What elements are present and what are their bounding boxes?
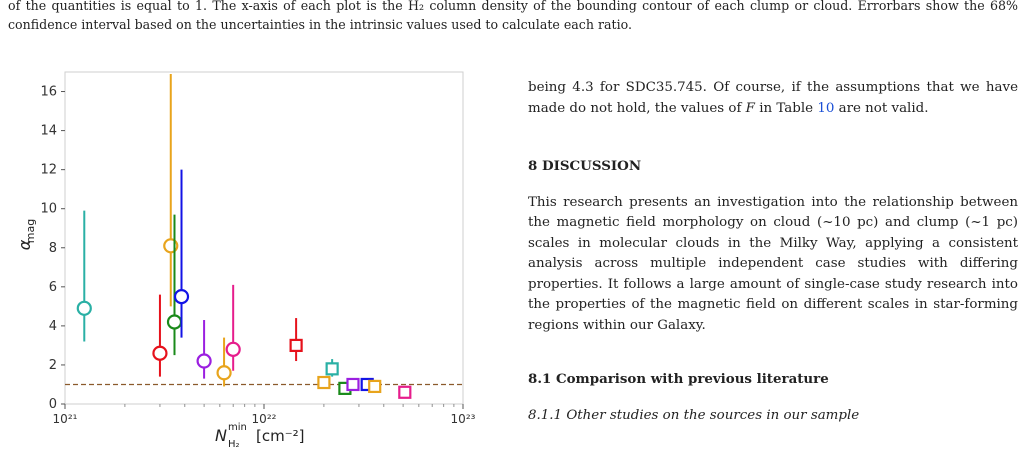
x-axis-label: N min H₂ [cm⁻²] xyxy=(215,422,305,450)
y-tick-label: 12 xyxy=(40,163,57,178)
alpha-mag-plot: 0 2 4 6 8 10 12 14 16 10²¹ 10²² 10²³ α mag N min H… xyxy=(0,48,500,456)
subsection-heading: 8.1 Comparison with previous literature xyxy=(528,371,829,387)
x-label-units: [cm⁻²] xyxy=(256,427,305,445)
cloud-point xyxy=(173,288,190,305)
y-tick-label: 2 xyxy=(49,358,57,373)
clump-point xyxy=(398,385,412,399)
cloud-point xyxy=(216,365,232,381)
scatter-chart: 0 2 4 6 8 10 12 14 16 10²¹ 10²² 10²³ α mag N min H… xyxy=(15,71,476,450)
x-label-n: N xyxy=(215,426,227,445)
x-label-sub: H₂ xyxy=(228,439,240,450)
table-ref-link[interactable]: 10 xyxy=(817,100,835,116)
subsubsection-heading: 8.1.1 Other studies on the sources in ou… xyxy=(528,407,860,423)
y-tick-label: 16 xyxy=(40,85,57,100)
plot-frame xyxy=(64,71,464,405)
cloud-point xyxy=(225,341,241,357)
y-tick-label: 0 xyxy=(49,397,57,412)
clump-point xyxy=(317,375,331,390)
paragraph-2: This research presents an investigation … xyxy=(528,194,1018,333)
clump-point xyxy=(346,377,360,392)
cloud-point xyxy=(196,353,212,369)
y-tick-label: 10 xyxy=(40,202,57,217)
x-label-sup: min xyxy=(228,422,247,433)
x-tick-label: 10²³ xyxy=(451,412,476,426)
x-tick-label: 10²² xyxy=(252,412,277,426)
clump-point xyxy=(368,379,382,394)
cloud-point xyxy=(152,345,168,361)
cloud-point xyxy=(166,314,183,330)
y-tick-label: 8 xyxy=(49,241,57,256)
text-column: being 4.3 for SDC35.745. Of course, if t… xyxy=(528,78,1018,426)
section-heading: 8 DISCUSSION xyxy=(528,158,642,174)
clump-point xyxy=(289,338,303,353)
y-label-sub: mag xyxy=(24,219,37,243)
y-tick-label: 6 xyxy=(49,280,57,295)
paragraph-1: being 4.3 for SDC35.745. Of course, if t… xyxy=(528,80,1018,116)
clump-point xyxy=(325,362,339,376)
y-tick-label: 14 xyxy=(40,124,57,139)
figure-caption: of the quantities is equal to 1. The x-a… xyxy=(8,0,1018,32)
x-tick-label: 10²¹ xyxy=(53,412,78,426)
y-axis-label: α mag xyxy=(15,219,37,251)
cloud-point xyxy=(76,300,92,316)
y-label-alpha: α xyxy=(15,239,34,250)
y-tick-label: 4 xyxy=(49,319,57,334)
